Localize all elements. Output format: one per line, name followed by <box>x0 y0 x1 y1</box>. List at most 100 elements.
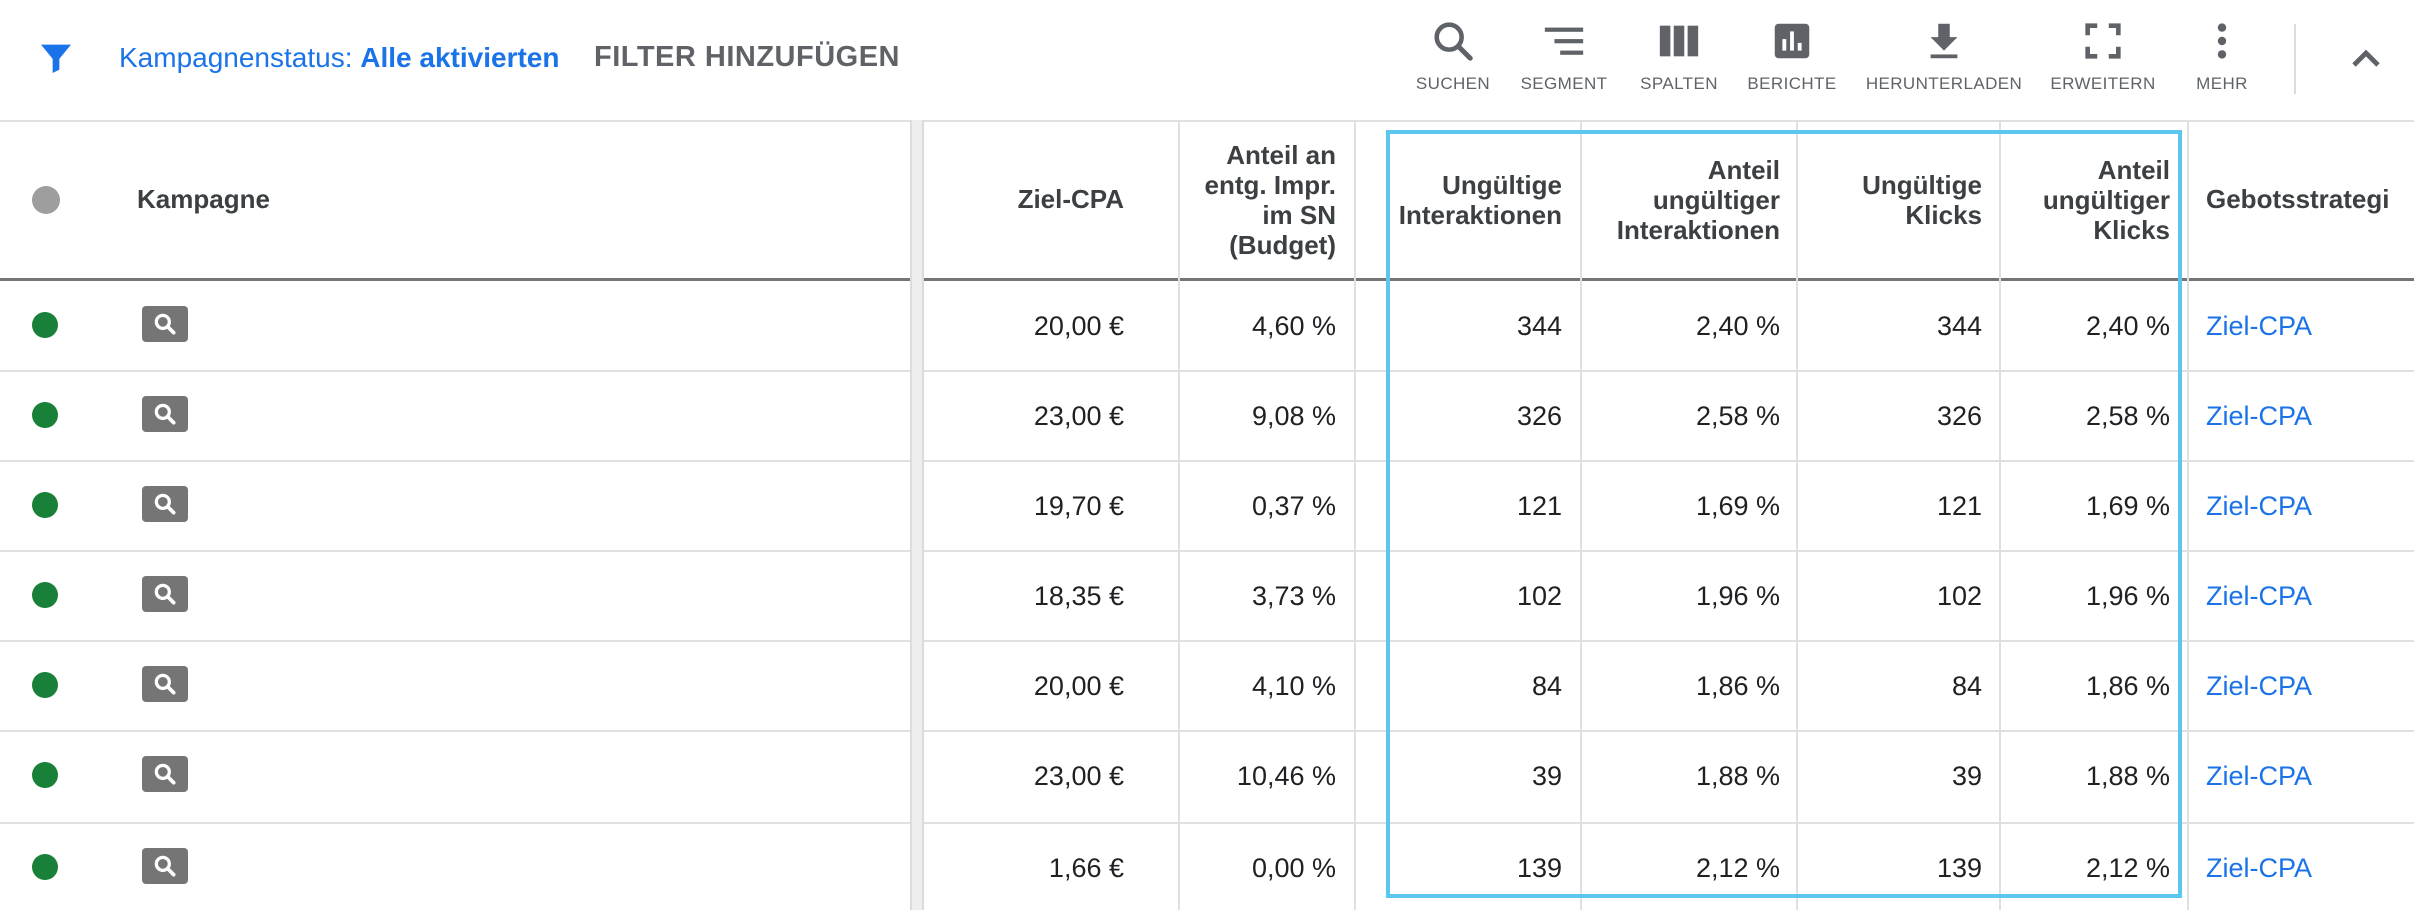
invalid-clicks-cell: 84 <box>1951 671 1982 701</box>
header-line: Anteil an <box>1226 140 1336 170</box>
column-divider <box>2187 120 2189 910</box>
invalid-click-rate-header[interactable]: Anteil ungültiger Klicks <box>2010 155 2170 245</box>
header-line: ungültiger <box>2042 185 2170 215</box>
status-enabled-icon[interactable] <box>32 312 58 338</box>
lost-is-budget-cell: 4,60 % <box>1251 311 1336 341</box>
invalid-clicks-cell: 139 <box>1936 853 1982 883</box>
search-campaign-icon <box>142 306 188 342</box>
status-enabled-icon[interactable] <box>32 402 58 428</box>
campaign-column-header[interactable]: Kampagne <box>137 184 270 214</box>
invalid-interactions-cell: 39 <box>1531 761 1562 791</box>
lost-is-budget-cell: 0,37 % <box>1251 491 1336 521</box>
row-divider <box>0 370 2414 372</box>
campaign-status-filter[interactable]: Kampagnenstatus: Alle aktivierten <box>119 42 559 74</box>
invalid-click-rate-cell: 1,86 % <box>2085 671 2170 701</box>
target-cpa-column-header[interactable]: Ziel-CPA <box>1017 184 1124 214</box>
lost-is-budget-cell: 0,00 % <box>1251 853 1336 883</box>
bid-strategy-link[interactable]: Ziel-CPA <box>2206 761 2313 791</box>
target-cpa-cell: 18,35 € <box>1033 581 1124 611</box>
segment-label: SEGMENT <box>1520 74 1608 93</box>
toolbar-divider <box>2294 24 2296 94</box>
invalid-clicks-cell: 344 <box>1936 311 1982 341</box>
more-vert-icon <box>2217 23 2227 59</box>
lost-is-budget-cell: 9,08 % <box>1251 401 1336 431</box>
search-campaign-icon <box>142 848 188 884</box>
campaign-table: Kampagne Ziel-CPA Anteil an entg. Impr. … <box>0 120 2414 910</box>
bid-strategy-link[interactable]: Ziel-CPA <box>2206 401 2313 431</box>
search-button[interactable]: SUCHEN <box>1363 18 1543 104</box>
bid-strategy-link[interactable]: Ziel-CPA <box>2206 581 2313 611</box>
column-divider <box>1796 120 1798 910</box>
status-enabled-icon[interactable] <box>32 582 58 608</box>
bid-strategy-link[interactable]: Ziel-CPA <box>2206 491 2313 521</box>
lost-is-budget-cell: 4,10 % <box>1251 671 1336 701</box>
row-divider <box>0 730 2414 732</box>
chevron-up-icon[interactable] <box>2342 35 2390 83</box>
segment-button[interactable]: SEGMENT <box>1474 18 1654 104</box>
status-column-header[interactable] <box>32 186 60 214</box>
search-campaign-icon <box>142 486 188 522</box>
target-cpa-cell: 19,70 € <box>1033 491 1124 521</box>
search-label: SUCHEN <box>1415 74 1491 93</box>
bid-strategy-column-header[interactable]: Gebotsstrategi <box>2206 184 2390 214</box>
bid-strategy-link[interactable]: Ziel-CPA <box>2206 311 2313 341</box>
target-cpa-cell: 23,00 € <box>1033 761 1124 791</box>
bid-strategy-link[interactable]: Ziel-CPA <box>2206 853 2313 883</box>
invalid-interaction-rate-cell: 2,40 % <box>1695 311 1780 341</box>
invalid-interaction-rate-cell: 1,69 % <box>1695 491 1780 521</box>
filter-label: Kampagnenstatus: <box>119 42 353 73</box>
invalid-clicks-header[interactable]: Ungültige Klicks <box>1810 170 1982 230</box>
more-label: MEHR <box>2196 74 2248 93</box>
invalid-interaction-rate-cell: 1,88 % <box>1695 761 1780 791</box>
invalid-interactions-cell: 344 <box>1516 311 1562 341</box>
status-enabled-icon[interactable] <box>32 672 58 698</box>
status-enabled-icon[interactable] <box>32 762 58 788</box>
reports-button[interactable]: BERICHTE <box>1702 18 1882 104</box>
header-line: (Budget) <box>1229 230 1336 260</box>
download-label: HERUNTERLADEN <box>1865 74 2023 93</box>
search-campaign-icon <box>142 396 188 432</box>
invalid-interactions-cell: 121 <box>1516 491 1562 521</box>
invalid-click-rate-cell: 1,69 % <box>2085 491 2170 521</box>
invalid-interaction-rate-header[interactable]: Anteil ungültiger Interaktionen <box>1592 155 1780 245</box>
reports-label: BERICHTE <box>1747 74 1837 93</box>
more-button[interactable]: MEHR <box>2132 18 2312 104</box>
column-divider <box>1580 120 1582 910</box>
search-icon <box>1434 22 1473 61</box>
invalid-interactions-header[interactable]: Ungültige Interaktionen <box>1380 170 1562 230</box>
bid-strategy-link[interactable]: Ziel-CPA <box>2206 671 2313 701</box>
frozen-column-divider[interactable] <box>910 120 924 910</box>
reports-icon <box>1774 23 1810 59</box>
column-divider <box>1178 120 1180 910</box>
add-filter-button[interactable]: FILTER HINZUFÜGEN <box>594 41 900 73</box>
target-cpa-cell: 23,00 € <box>1033 401 1124 431</box>
target-cpa-cell: 20,00 € <box>1033 311 1124 341</box>
status-enabled-icon[interactable] <box>32 492 58 518</box>
row-divider <box>0 460 2414 462</box>
header-top-border <box>0 120 2414 122</box>
invalid-click-rate-cell: 2,58 % <box>2085 401 2170 431</box>
invalid-click-rate-cell: 2,12 % <box>2085 853 2170 883</box>
row-divider <box>0 822 2414 824</box>
invalid-interaction-rate-cell: 2,12 % <box>1695 853 1780 883</box>
header-line: Interaktionen <box>1616 215 1780 245</box>
columns-icon <box>1659 25 1699 57</box>
filter-icon[interactable] <box>36 38 76 78</box>
columns-button[interactable]: SPALTEN <box>1589 18 1769 104</box>
invalid-clicks-cell: 121 <box>1936 491 1982 521</box>
invalid-clicks-cell: 326 <box>1936 401 1982 431</box>
invalid-interactions-cell: 102 <box>1516 581 1562 611</box>
header-line: Anteil <box>1707 155 1780 185</box>
lost-is-budget-cell: 3,73 % <box>1251 581 1336 611</box>
expand-button[interactable]: ERWEITERN <box>2013 18 2193 104</box>
download-button[interactable]: HERUNTERLADEN <box>1854 18 2034 104</box>
invalid-interaction-rate-cell: 1,86 % <box>1695 671 1780 701</box>
download-icon <box>1930 23 1958 59</box>
column-divider <box>1999 120 2001 910</box>
invalid-click-rate-cell: 1,88 % <box>2085 761 2170 791</box>
status-enabled-icon[interactable] <box>32 854 58 880</box>
header-line: Ungültige <box>1442 170 1562 200</box>
lost-impression-share-budget-header[interactable]: Anteil an entg. Impr. im SN (Budget) <box>1190 140 1336 260</box>
invalid-clicks-cell: 102 <box>1936 581 1982 611</box>
header-line: entg. Impr. <box>1204 170 1336 200</box>
